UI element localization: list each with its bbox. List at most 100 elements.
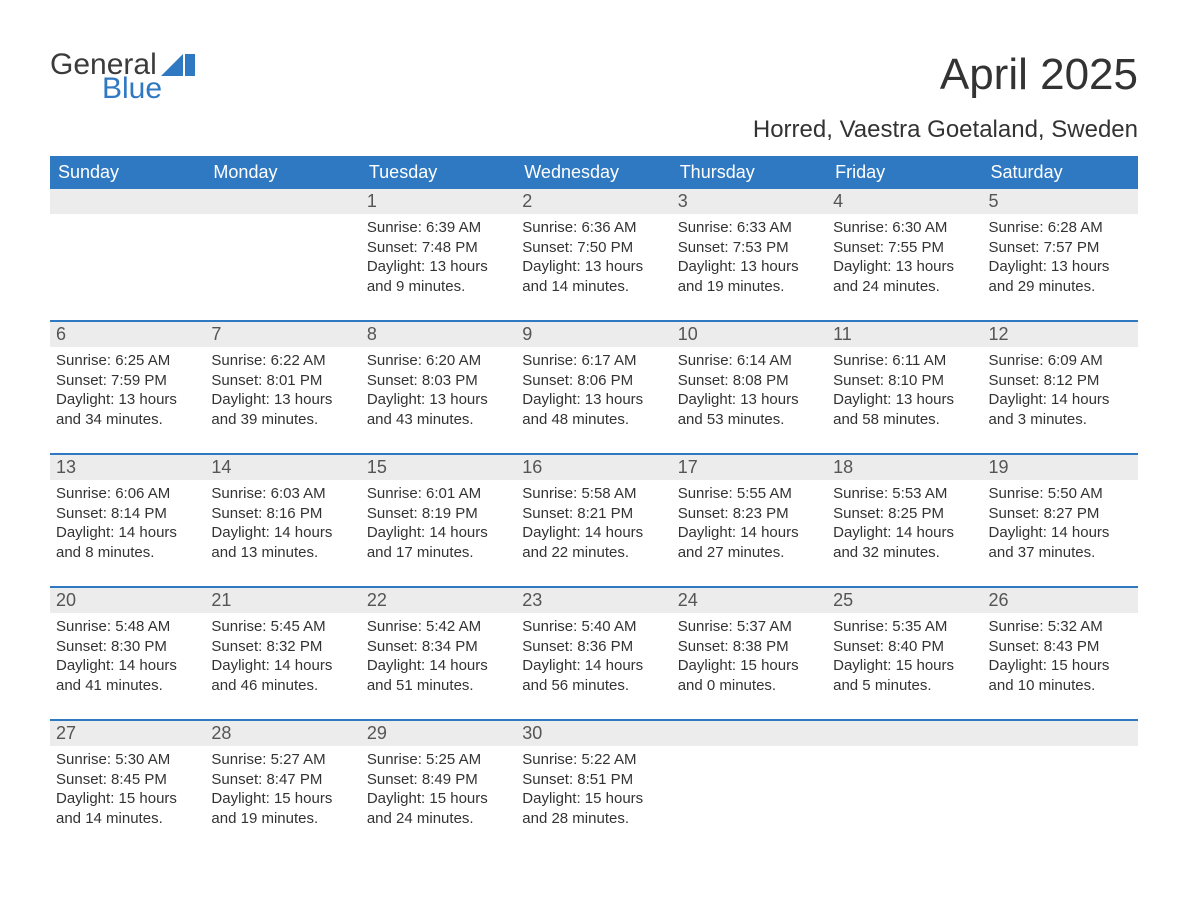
sunset-line: Sunset: 8:38 PM: [678, 637, 821, 657]
day-content-cell: Sunrise: 5:25 AMSunset: 8:49 PMDaylight:…: [361, 746, 516, 852]
daylight-line: Daylight: 14 hours and 17 minutes.: [367, 523, 510, 562]
sunset-line: Sunset: 8:43 PM: [989, 637, 1132, 657]
sunrise-line: Sunrise: 5:37 AM: [678, 617, 821, 637]
daylight-line: Daylight: 14 hours and 27 minutes.: [678, 523, 821, 562]
page: General Blue April 2025 Horred, Vaestra …: [0, 0, 1188, 918]
daylight-line: Daylight: 14 hours and 3 minutes.: [989, 390, 1132, 429]
day-content-cell: Sunrise: 5:42 AMSunset: 8:34 PMDaylight:…: [361, 613, 516, 720]
day-content-row: Sunrise: 6:25 AMSunset: 7:59 PMDaylight:…: [50, 347, 1138, 454]
day-header: Tuesday: [361, 156, 516, 189]
daylight-line: Daylight: 14 hours and 22 minutes.: [522, 523, 665, 562]
sunrise-line: Sunrise: 5:32 AM: [989, 617, 1132, 637]
day-content-cell: Sunrise: 5:30 AMSunset: 8:45 PMDaylight:…: [50, 746, 205, 852]
day-number-cell: 21: [205, 588, 360, 613]
day-content-cell: Sunrise: 6:03 AMSunset: 8:16 PMDaylight:…: [205, 480, 360, 587]
day-number-row: 20212223242526: [50, 588, 1138, 613]
daylight-line: Daylight: 13 hours and 43 minutes.: [367, 390, 510, 429]
day-number-cell: 2: [516, 189, 671, 214]
sunrise-line: Sunrise: 5:40 AM: [522, 617, 665, 637]
daylight-line: Daylight: 13 hours and 9 minutes.: [367, 257, 510, 296]
calendar-table: Sunday Monday Tuesday Wednesday Thursday…: [50, 156, 1138, 852]
daylight-line: Daylight: 13 hours and 34 minutes.: [56, 390, 199, 429]
sunrise-line: Sunrise: 5:22 AM: [522, 750, 665, 770]
day-content-cell: Sunrise: 5:45 AMSunset: 8:32 PMDaylight:…: [205, 613, 360, 720]
calendar-body: 12345Sunrise: 6:39 AMSunset: 7:48 PMDayl…: [50, 189, 1138, 852]
sunset-line: Sunset: 8:10 PM: [833, 371, 976, 391]
day-number-cell: 9: [516, 322, 671, 347]
daylight-line: Daylight: 15 hours and 14 minutes.: [56, 789, 199, 828]
daylight-line: Daylight: 13 hours and 29 minutes.: [989, 257, 1132, 296]
day-content-cell: Sunrise: 6:28 AMSunset: 7:57 PMDaylight:…: [983, 214, 1138, 321]
day-content-cell: Sunrise: 6:01 AMSunset: 8:19 PMDaylight:…: [361, 480, 516, 587]
logo-flag-icon: [161, 54, 195, 76]
daylight-line: Daylight: 13 hours and 53 minutes.: [678, 390, 821, 429]
sunrise-line: Sunrise: 6:28 AM: [989, 218, 1132, 238]
sunrise-line: Sunrise: 6:14 AM: [678, 351, 821, 371]
day-content-cell: Sunrise: 6:39 AMSunset: 7:48 PMDaylight:…: [361, 214, 516, 321]
day-number-cell: 23: [516, 588, 671, 613]
day-number-cell: [983, 721, 1138, 746]
sunset-line: Sunset: 8:23 PM: [678, 504, 821, 524]
sunset-line: Sunset: 8:06 PM: [522, 371, 665, 391]
day-number-cell: 14: [205, 455, 360, 480]
sunrise-line: Sunrise: 5:48 AM: [56, 617, 199, 637]
sunset-line: Sunset: 7:55 PM: [833, 238, 976, 258]
day-content-cell: Sunrise: 6:36 AMSunset: 7:50 PMDaylight:…: [516, 214, 671, 321]
day-number-cell: 29: [361, 721, 516, 746]
day-number-row: 6789101112: [50, 322, 1138, 347]
sunset-line: Sunset: 8:19 PM: [367, 504, 510, 524]
day-number-cell: [50, 189, 205, 214]
day-number-cell: 16: [516, 455, 671, 480]
daylight-line: Daylight: 13 hours and 14 minutes.: [522, 257, 665, 296]
sunset-line: Sunset: 8:03 PM: [367, 371, 510, 391]
day-content-cell: Sunrise: 5:48 AMSunset: 8:30 PMDaylight:…: [50, 613, 205, 720]
sunset-line: Sunset: 8:30 PM: [56, 637, 199, 657]
day-number-cell: 28: [205, 721, 360, 746]
day-content-cell: Sunrise: 5:37 AMSunset: 8:38 PMDaylight:…: [672, 613, 827, 720]
daylight-line: Daylight: 15 hours and 24 minutes.: [367, 789, 510, 828]
day-content-row: Sunrise: 5:48 AMSunset: 8:30 PM Daylight:…: [50, 613, 1138, 720]
daylight-line: Daylight: 13 hours and 48 minutes.: [522, 390, 665, 429]
day-content-cell: Sunrise: 5:22 AMSunset: 8:51 PMDaylight:…: [516, 746, 671, 852]
sunset-line: Sunset: 7:59 PM: [56, 371, 199, 391]
day-content-cell: Sunrise: 6:14 AMSunset: 8:08 PMDaylight:…: [672, 347, 827, 454]
day-number-cell: 11: [827, 322, 982, 347]
daylight-line: Daylight: 14 hours and 37 minutes.: [989, 523, 1132, 562]
day-header: Saturday: [983, 156, 1138, 189]
sunset-line: Sunset: 8:47 PM: [211, 770, 354, 790]
day-number-cell: 19: [983, 455, 1138, 480]
day-header: Thursday: [672, 156, 827, 189]
daylight-line: Daylight: 14 hours and 56 minutes.: [522, 656, 665, 695]
sunset-line: Sunset: 7:57 PM: [989, 238, 1132, 258]
sunrise-line: Sunrise: 6:36 AM: [522, 218, 665, 238]
sunset-line: Sunset: 8:45 PM: [56, 770, 199, 790]
day-number-cell: 1: [361, 189, 516, 214]
daylight-line: Daylight: 15 hours and 28 minutes.: [522, 789, 665, 828]
day-content-row: Sunrise: 5:30 AMSunset: 8:45 PMDaylight:…: [50, 746, 1138, 852]
day-number-cell: 24: [672, 588, 827, 613]
daylight-line: Daylight: 13 hours and 39 minutes.: [211, 390, 354, 429]
sunset-line: Sunset: 8:34 PM: [367, 637, 510, 657]
day-content-cell: [205, 214, 360, 321]
sunrise-line: Sunrise: 6:33 AM: [678, 218, 821, 238]
sunrise-line: Sunrise: 5:30 AM: [56, 750, 199, 770]
sunrise-line: Sunrise: 5:27 AM: [211, 750, 354, 770]
day-header: Sunday: [50, 156, 205, 189]
daylight-line: Daylight: 13 hours and 19 minutes.: [678, 257, 821, 296]
sunset-line: Sunset: 7:53 PM: [678, 238, 821, 258]
day-content-row: Sunrise: 6:06 AMSunset: 8:14 PMDaylight:…: [50, 480, 1138, 587]
location-subtitle: Horred, Vaestra Goetaland, Sweden: [50, 116, 1138, 144]
logo-text-bottom: Blue: [102, 72, 195, 106]
daylight-line: Daylight: 14 hours and 13 minutes.: [211, 523, 354, 562]
day-content-cell: Sunrise: 5:53 AMSunset: 8:25 PMDaylight:…: [827, 480, 982, 587]
day-content-cell: Sunrise: 6:25 AMSunset: 7:59 PMDaylight:…: [50, 347, 205, 454]
sunset-line: Sunset: 8:01 PM: [211, 371, 354, 391]
day-number-cell: 22: [361, 588, 516, 613]
day-number-cell: 6: [50, 322, 205, 347]
day-content-cell: Sunrise: 5:58 AMSunset: 8:21 PMDaylight:…: [516, 480, 671, 587]
logo: General Blue: [50, 50, 195, 106]
day-number-cell: 12: [983, 322, 1138, 347]
sunrise-line: Sunrise: 5:42 AM: [367, 617, 510, 637]
day-header: Monday: [205, 156, 360, 189]
day-number-cell: 30: [516, 721, 671, 746]
